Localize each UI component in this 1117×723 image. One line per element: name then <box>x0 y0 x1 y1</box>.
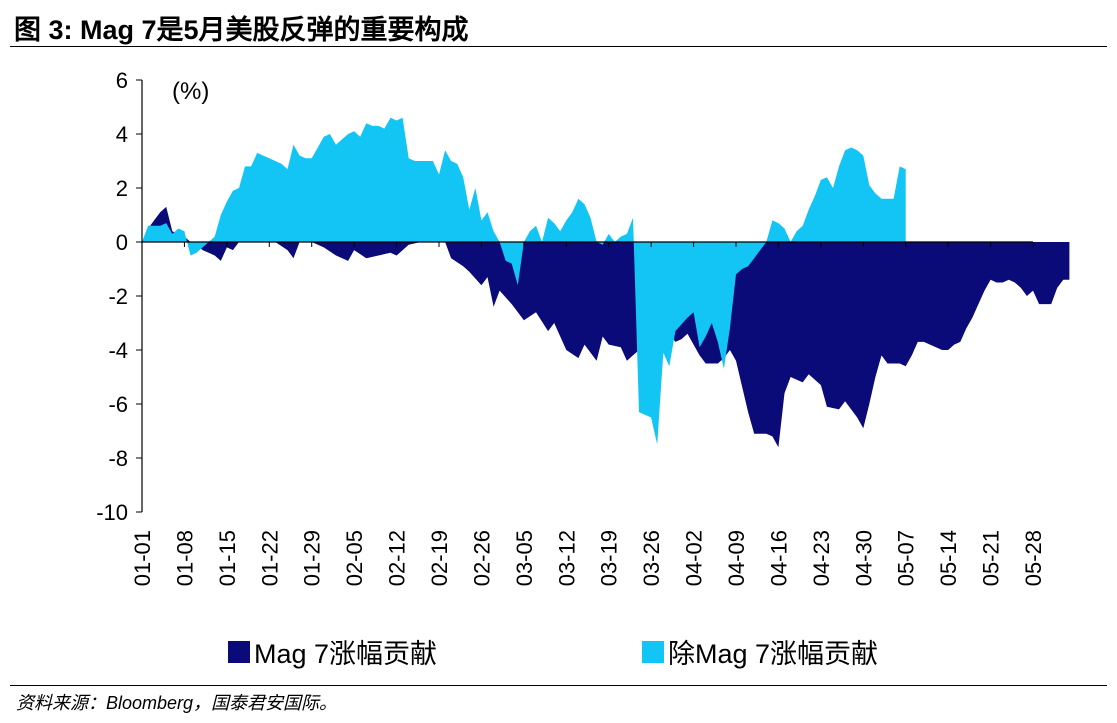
x-tick-label: 05-14 <box>936 530 961 586</box>
footer-rule <box>10 685 1107 686</box>
y-tick-label: 4 <box>116 122 128 147</box>
y-tick-label: 0 <box>116 230 128 255</box>
x-tick-label: 01-22 <box>257 530 282 586</box>
x-tick-label: 05-21 <box>979 530 1004 586</box>
y-tick-label: 6 <box>116 68 128 93</box>
y-unit-label: (%) <box>172 78 209 105</box>
legend-label-mag7: Mag 7涨幅贡献 <box>254 639 438 669</box>
x-tick-label: 01-29 <box>300 530 325 586</box>
x-tick-label: 04-09 <box>724 530 749 586</box>
x-tick-label: 03-26 <box>639 530 664 586</box>
legend-label-ex-mag7: 除Mag 7涨幅贡献 <box>668 639 879 669</box>
legend-swatch-ex-mag7 <box>642 640 664 663</box>
y-tick-label: 2 <box>116 176 128 201</box>
x-tick-label: 03-05 <box>512 530 537 586</box>
x-tick-label: 01-08 <box>172 530 197 586</box>
series-area-ex-mag7 <box>142 117 906 445</box>
legend-item-mag7: Mag 7涨幅贡献 <box>228 632 437 671</box>
x-tick-label: 01-15 <box>215 530 240 586</box>
x-tick-label: 03-12 <box>554 530 579 586</box>
x-tick-label: 04-23 <box>809 530 834 586</box>
x-tick-label: 02-05 <box>342 530 367 586</box>
x-tick-label: 05-28 <box>1021 530 1046 586</box>
legend-item-ex-mag7: 除Mag 7涨幅贡献 <box>642 632 878 671</box>
y-tick-label: -2 <box>108 284 128 309</box>
x-tick-label: 03-19 <box>597 530 622 586</box>
x-tick-label: 04-30 <box>851 530 876 586</box>
y-tick-label: -8 <box>108 446 128 471</box>
x-tick-label: 04-02 <box>682 530 707 586</box>
legend-swatch-mag7 <box>228 640 250 663</box>
y-tick-label: -4 <box>108 338 128 363</box>
x-tick-label: 02-12 <box>385 530 410 586</box>
title-rule <box>10 46 1107 47</box>
x-tick-label: 01-01 <box>130 530 155 586</box>
x-tick-label: 02-19 <box>427 530 452 586</box>
y-tick-label: -10 <box>96 500 128 525</box>
y-tick-label: -6 <box>108 392 128 417</box>
series-area-mag7 <box>142 206 1070 448</box>
x-tick-label: 02-26 <box>469 530 494 586</box>
x-tick-label: 05-07 <box>894 530 919 586</box>
chart-title: 图 3: Mag 7是5月美股反弹的重要构成 <box>14 15 469 45</box>
source-note: 资料来源：Bloomberg，国泰君安国际。 <box>16 693 338 713</box>
x-tick-label: 04-16 <box>766 530 791 586</box>
